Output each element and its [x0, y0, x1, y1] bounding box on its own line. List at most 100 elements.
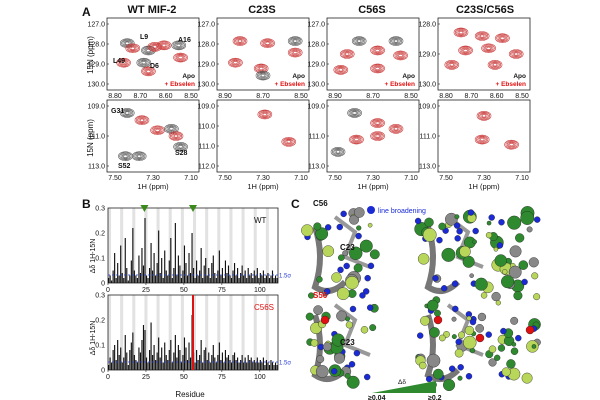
apo-peak: [120, 152, 131, 160]
shift-ball: [310, 339, 319, 347]
bar: [183, 337, 186, 370]
bar: [188, 342, 190, 370]
apo-peak: [353, 37, 366, 46]
nmr-panel-1-3: 109.0 111.0 113.07.50 7.30 7.10 1H (ppm): [418, 99, 531, 191]
shift-ball: [369, 324, 377, 332]
bar: [217, 270, 219, 283]
bar: [262, 357, 264, 370]
bar: [164, 342, 166, 370]
broadening-ball: [353, 349, 361, 357]
bar: [256, 357, 258, 370]
bar: [188, 253, 190, 283]
bar: [271, 270, 274, 283]
x-tick-label: 50: [180, 374, 188, 381]
ebselen-peak: [458, 45, 473, 56]
threshold-label: 1.5σ: [279, 361, 291, 367]
bar: [133, 355, 135, 370]
bar: [124, 335, 126, 370]
bar: [121, 362, 123, 370]
shift-ball: [480, 292, 488, 299]
bar: [158, 230, 160, 283]
bar: [212, 255, 214, 283]
ebselen-peak: [231, 60, 239, 65]
bar: [256, 268, 258, 283]
x-tick-label: 100: [254, 374, 266, 381]
bar: [230, 278, 233, 283]
apo-peak: [335, 150, 341, 154]
y-tick-label: 109.0: [197, 104, 215, 111]
bar: [202, 278, 204, 283]
shift-ball: [474, 277, 488, 291]
shift-ball: [432, 368, 444, 380]
x-axis-label: 1H (ppm): [247, 182, 279, 191]
bar: [214, 273, 216, 283]
bar: [255, 275, 257, 283]
bar: [261, 275, 263, 283]
shift-ball: [349, 246, 363, 261]
bar: [130, 342, 132, 370]
ebselen-peak: [349, 134, 364, 145]
bar: [220, 360, 222, 370]
ebselen-peak: [169, 132, 183, 140]
y-tick-label: 128.0: [418, 22, 436, 29]
apo-peak: [174, 42, 184, 49]
shift-ball: [438, 334, 446, 342]
shift-ball: [322, 245, 335, 257]
broadening-ball: [349, 305, 357, 313]
bar: [250, 273, 252, 283]
bar: [211, 263, 213, 283]
ebselen-peak: [151, 126, 164, 135]
shade-band: [168, 295, 172, 370]
residue-label: S52: [118, 163, 131, 170]
broadening-ball: [359, 292, 366, 299]
y-tick-label: 111.0: [199, 144, 216, 151]
shade-band: [229, 208, 233, 283]
ebselen-peak: [233, 61, 238, 65]
ebselen-peak: [174, 53, 187, 62]
apo-peak: [169, 127, 174, 131]
shift-ball: [466, 315, 472, 321]
shift-ball: [488, 345, 497, 353]
apo-peak: [334, 149, 342, 155]
ebselen-peak: [491, 62, 499, 68]
ebselen-peak: [370, 63, 385, 74]
y-tick-label: 128.0: [197, 42, 215, 49]
shift-ball: [429, 327, 440, 338]
y-tick-label: 128.0: [87, 42, 105, 49]
bar: [209, 362, 211, 370]
y-tick-label: 0.3: [95, 293, 105, 300]
legend-ebselen: + Ebselen: [495, 81, 526, 88]
broadening-ball: [534, 216, 541, 223]
apo-peak: [391, 37, 401, 45]
bar: [179, 265, 181, 283]
ebselen-peak: [144, 68, 152, 74]
ebselen-peak: [370, 45, 385, 56]
bar: [152, 355, 154, 370]
bar: [158, 337, 160, 370]
y-tick-label: 0.1: [95, 343, 105, 350]
ebselen-peak: [480, 113, 488, 119]
legend-apo: Apo: [182, 73, 195, 80]
bar: [176, 357, 178, 370]
x-tick-label: 8.90: [218, 93, 232, 100]
x-tick-label: 7.50: [108, 175, 122, 182]
bar: [229, 275, 231, 283]
bar: [268, 365, 271, 370]
ebselen-peak: [286, 140, 291, 144]
residue-label: S28: [175, 150, 188, 157]
bar: [111, 280, 113, 283]
ebselen-peak: [137, 116, 147, 124]
ebselen-peak: [474, 31, 490, 41]
bar: [120, 245, 122, 283]
apo-peak: [347, 108, 362, 118]
x-tick-label: 8.50: [184, 93, 198, 100]
bar: [265, 360, 267, 370]
x-tick-label: 7.10: [184, 175, 198, 182]
bar: [197, 275, 199, 283]
broadening-ball: [337, 266, 344, 274]
ebselen-peak: [375, 48, 380, 52]
ebselen-peak: [449, 63, 455, 67]
bar: [267, 273, 269, 283]
shift-ball: [301, 224, 314, 237]
